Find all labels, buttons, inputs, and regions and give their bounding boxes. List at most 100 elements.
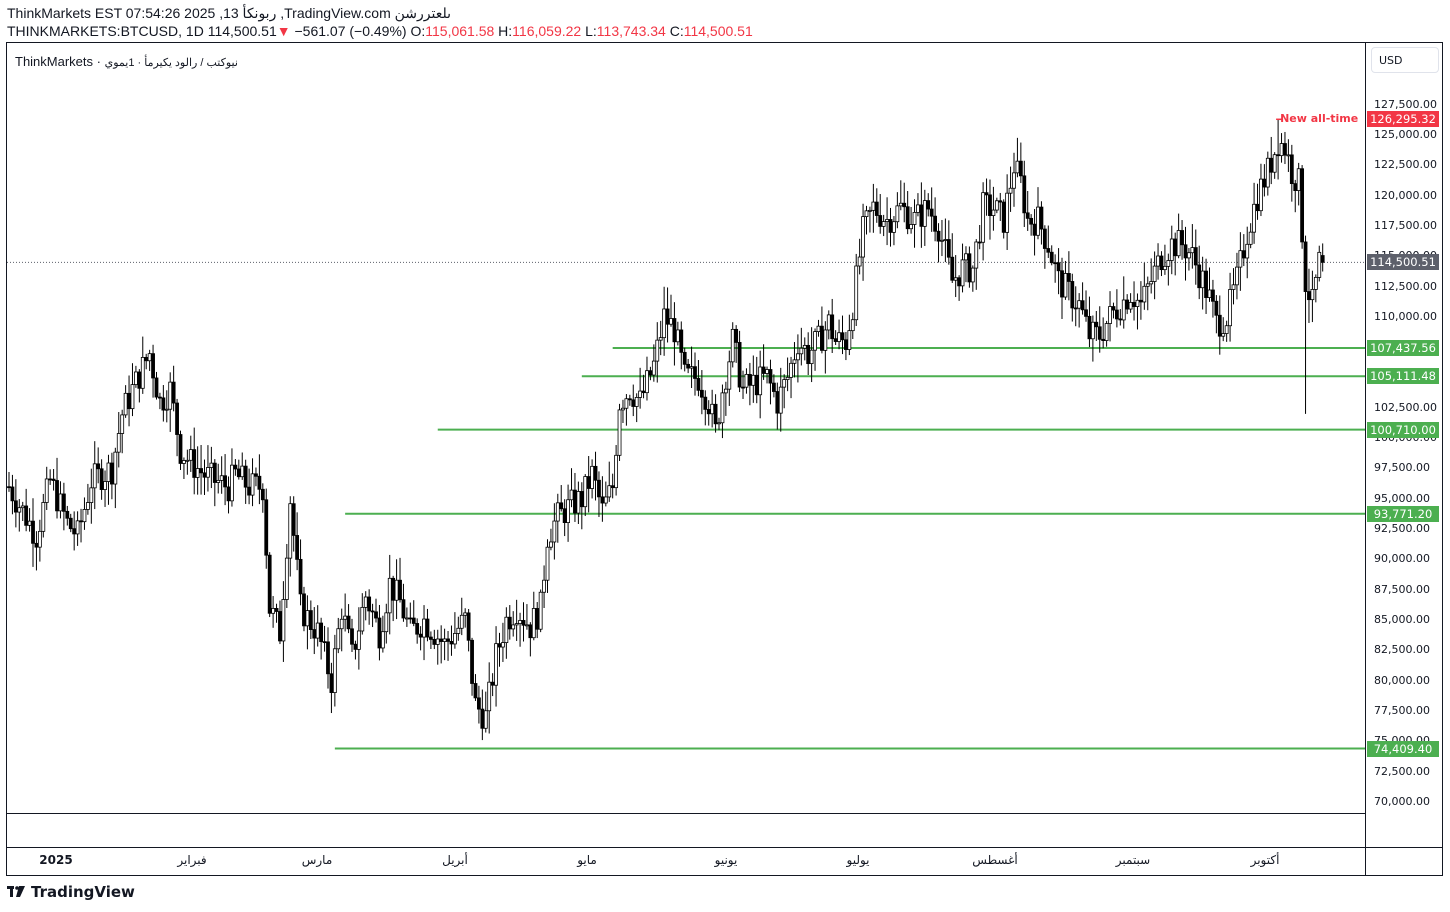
candle — [1303, 235, 1308, 414]
candle — [37, 519, 42, 562]
candle — [789, 356, 793, 399]
axis-corner-separator — [1365, 847, 1366, 875]
candle — [593, 451, 598, 501]
symbol-label: THINKMARKETS:BTCUSD, 1D — [7, 23, 204, 39]
close-value: 114,500.51 — [683, 23, 753, 39]
candle — [1132, 281, 1136, 321]
candle — [1142, 262, 1147, 310]
candle — [566, 484, 570, 542]
level-price-badge: 107,437.56 — [1367, 339, 1439, 356]
candle — [994, 197, 999, 214]
candle — [27, 508, 32, 532]
candle — [356, 607, 361, 670]
candle — [885, 197, 889, 246]
level-price-badge: 93,771.20 — [1367, 505, 1439, 522]
candle — [284, 543, 289, 609]
candle — [850, 312, 855, 340]
candle — [271, 596, 276, 628]
open-label: O: — [410, 23, 426, 39]
candle — [833, 330, 838, 345]
candle — [538, 589, 543, 633]
candle — [151, 344, 155, 398]
tradingview-logo-icon — [7, 886, 25, 897]
candle — [75, 511, 80, 546]
candle — [871, 183, 876, 233]
candle — [147, 349, 152, 371]
candle — [744, 368, 749, 394]
candle — [459, 597, 464, 636]
candle — [696, 360, 701, 397]
candle — [72, 511, 77, 551]
candle — [723, 381, 728, 416]
candle — [809, 327, 814, 383]
price-tick-label: 82,500.00 — [1374, 643, 1430, 657]
candle — [398, 557, 402, 603]
candle — [425, 608, 430, 642]
time-axis[interactable] — [7, 847, 1442, 876]
candle — [555, 493, 560, 543]
candle — [1156, 243, 1160, 280]
candle — [1060, 257, 1064, 319]
candle — [730, 322, 735, 368]
candle — [1272, 152, 1277, 179]
price-tick-label: 97,500.00 — [1374, 461, 1430, 475]
candle — [185, 449, 190, 475]
candle — [621, 399, 625, 423]
candle — [703, 390, 708, 426]
chart-plot-area[interactable] — [7, 43, 1365, 813]
candle — [219, 456, 224, 494]
candle — [439, 625, 444, 664]
candle — [212, 459, 217, 507]
candle — [288, 496, 293, 577]
close-label: C: — [669, 23, 684, 39]
high-value: 116,059.22 — [512, 23, 582, 39]
candle — [1018, 142, 1023, 184]
candle — [202, 459, 207, 495]
candle — [1128, 293, 1133, 313]
candle — [717, 417, 721, 431]
symbol-ohlc-bar: THINKMARKETS:BTCUSD, 1D 114,500.51▼ −561… — [7, 23, 753, 39]
candle — [113, 447, 118, 509]
candle — [1039, 201, 1044, 245]
candle — [363, 591, 368, 621]
tradingview-logo[interactable]: TradingView — [7, 883, 135, 901]
candle — [590, 459, 594, 499]
publish-info: ThinkMarkets EST 07:54:26 2025 ,13 ربونك… — [7, 5, 452, 21]
price-axis[interactable] — [1365, 43, 1443, 847]
candle — [278, 600, 282, 645]
currency-button[interactable]: USD — [1371, 47, 1439, 73]
candle — [933, 197, 937, 242]
candle — [950, 233, 955, 283]
candle — [1104, 320, 1109, 347]
candle — [322, 625, 327, 652]
candle — [17, 499, 22, 532]
candle — [922, 189, 927, 246]
candle — [912, 199, 917, 248]
candle — [10, 474, 15, 515]
candle — [919, 182, 924, 248]
candle — [1025, 190, 1030, 231]
candle — [130, 363, 135, 417]
candle — [391, 575, 396, 622]
candle — [1173, 232, 1178, 276]
candle — [281, 581, 286, 662]
candle — [1211, 279, 1215, 318]
price-tick-label: 95,000.00 — [1374, 491, 1430, 505]
candle — [103, 470, 107, 507]
candle — [1056, 248, 1061, 295]
time-axis-label: فبراير — [177, 853, 207, 867]
candle — [415, 618, 420, 644]
candle — [116, 412, 121, 468]
candle — [456, 616, 461, 641]
time-axis-label: يونيو — [714, 853, 738, 867]
candle — [610, 473, 615, 499]
candle — [658, 320, 663, 356]
candle — [308, 600, 313, 639]
candle — [1317, 245, 1322, 282]
candle — [394, 559, 399, 620]
candle — [1207, 267, 1212, 302]
candle — [861, 203, 865, 281]
candle — [562, 499, 567, 537]
candle — [178, 430, 183, 470]
candle — [665, 287, 670, 343]
